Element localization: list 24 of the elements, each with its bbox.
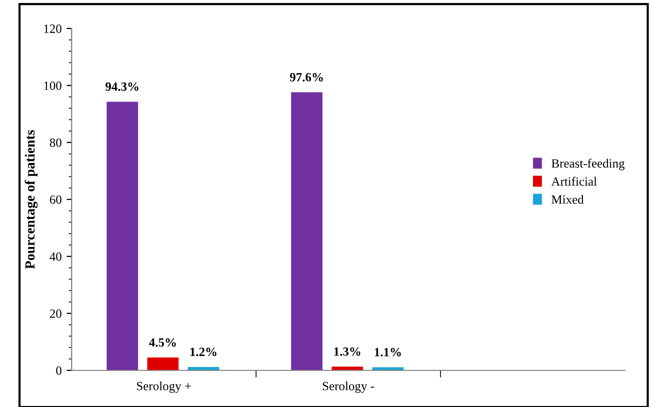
data-label: 97.6% <box>290 73 323 82</box>
y-tick-label: 60 <box>50 195 62 204</box>
y-tick-label: 80 <box>50 138 62 147</box>
y-axis-title: Pourcentage of patients <box>24 130 38 269</box>
legend-label: Artificial <box>551 176 597 186</box>
data-label: 1.2% <box>190 348 216 356</box>
y-tick-label: 40 <box>50 252 62 261</box>
bar <box>332 366 364 370</box>
y-tick-label: 100 <box>44 81 62 90</box>
bar <box>372 367 404 370</box>
y-tick-label: 0 <box>56 366 62 375</box>
data-label: 94.3% <box>105 82 138 91</box>
x-tick-label: Serology + <box>137 381 191 393</box>
data-label: 1.1% <box>374 348 401 356</box>
x-tick-label: Serology - <box>322 381 374 393</box>
bar <box>147 358 179 370</box>
data-label: 4.5% <box>149 338 176 347</box>
y-tick-label: 120 <box>44 24 62 33</box>
data-label: 1.3% <box>334 347 360 356</box>
legend-label: Mixed <box>552 194 584 204</box>
bar <box>106 102 138 370</box>
legend-label: Breast-feeding <box>552 158 625 170</box>
y-tick-label: 20 <box>50 309 62 318</box>
bar <box>291 92 322 370</box>
